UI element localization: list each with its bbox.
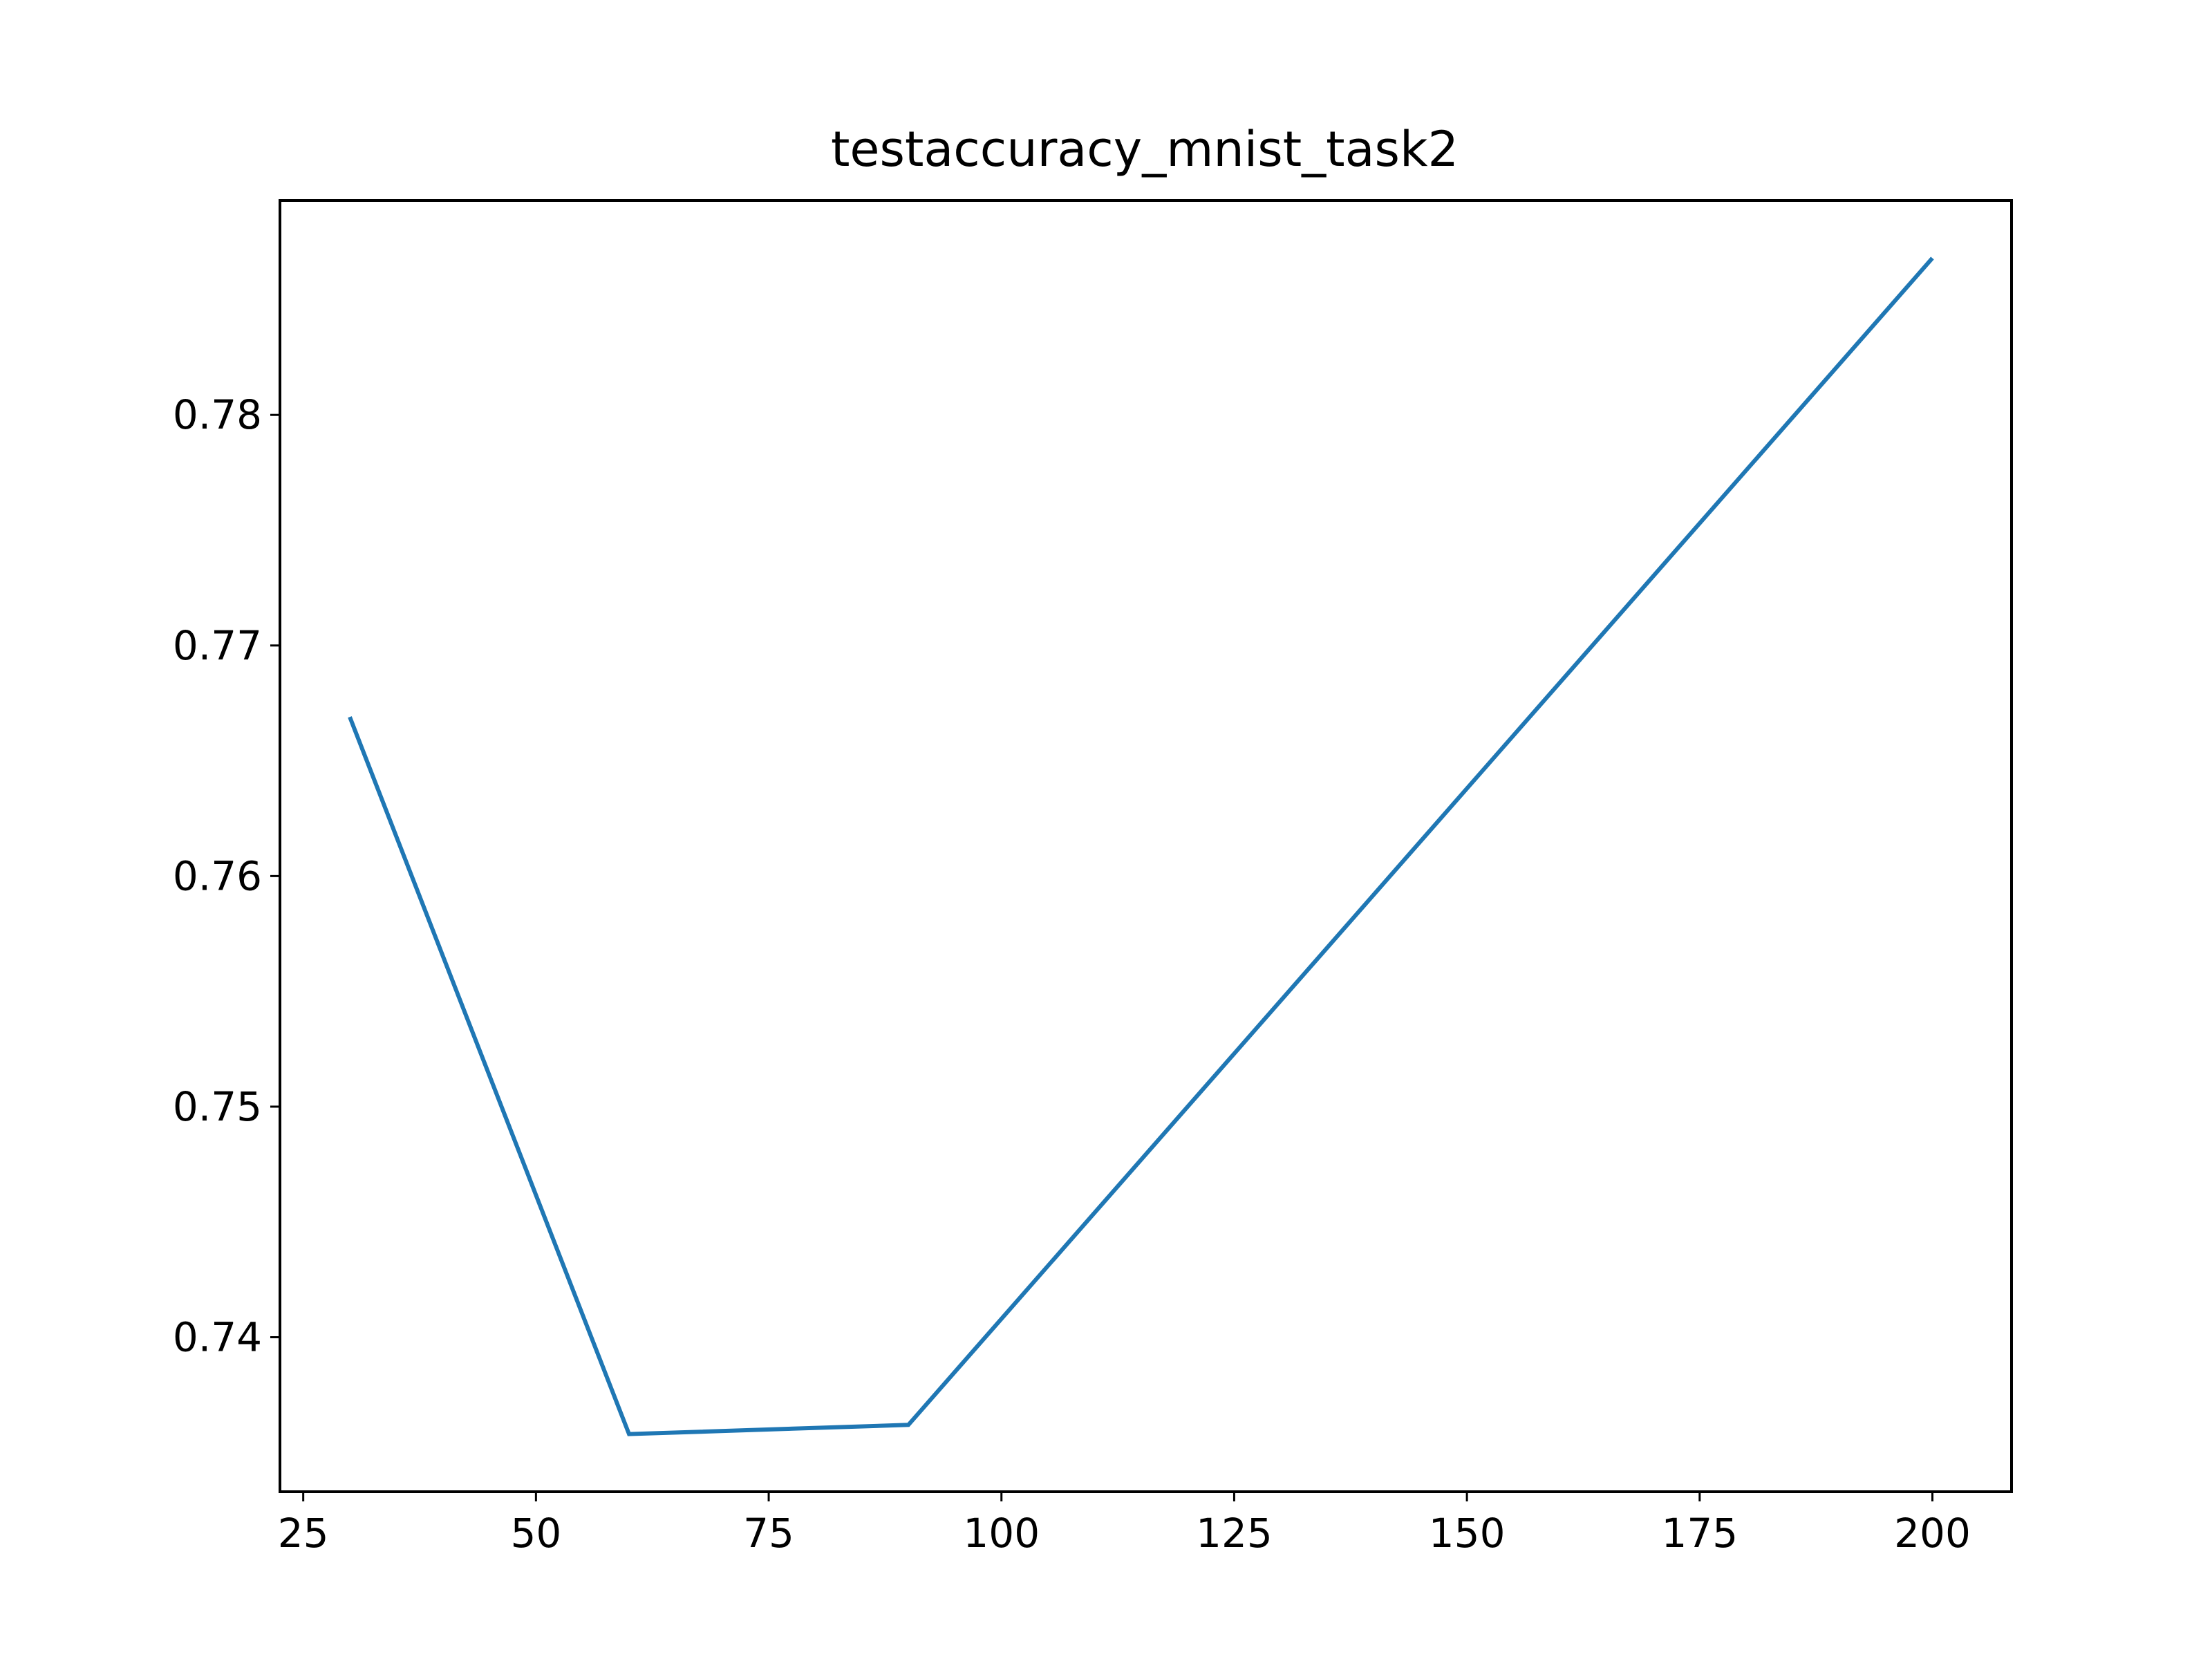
x-tick-label: 125 [1196, 1510, 1273, 1557]
x-axis: 25 50 75 100 125 150 175 200 [278, 1492, 1971, 1557]
y-tick-label: 0.75 [173, 1083, 262, 1130]
x-tick-label: 175 [1661, 1510, 1738, 1557]
y-tick-label: 0.74 [173, 1314, 262, 1361]
x-tick-label: 150 [1429, 1510, 1506, 1557]
y-axis: 0.74 0.75 0.76 0.77 0.78 [173, 391, 280, 1361]
series-line [348, 256, 1934, 1436]
y-tick-label: 0.77 [173, 622, 262, 669]
x-tick-label: 200 [1894, 1510, 1971, 1557]
chart-title: testaccuracy_mnist_task2 [831, 121, 1459, 178]
x-tick-label: 25 [278, 1510, 329, 1557]
x-tick-label: 50 [510, 1510, 561, 1557]
y-tick-label: 0.76 [173, 852, 262, 899]
series-layer [348, 256, 1934, 1436]
x-tick-label: 75 [743, 1510, 794, 1557]
y-tick-label: 0.78 [173, 391, 262, 438]
axes-frame [279, 199, 2013, 1493]
x-tick-label: 100 [963, 1510, 1040, 1557]
